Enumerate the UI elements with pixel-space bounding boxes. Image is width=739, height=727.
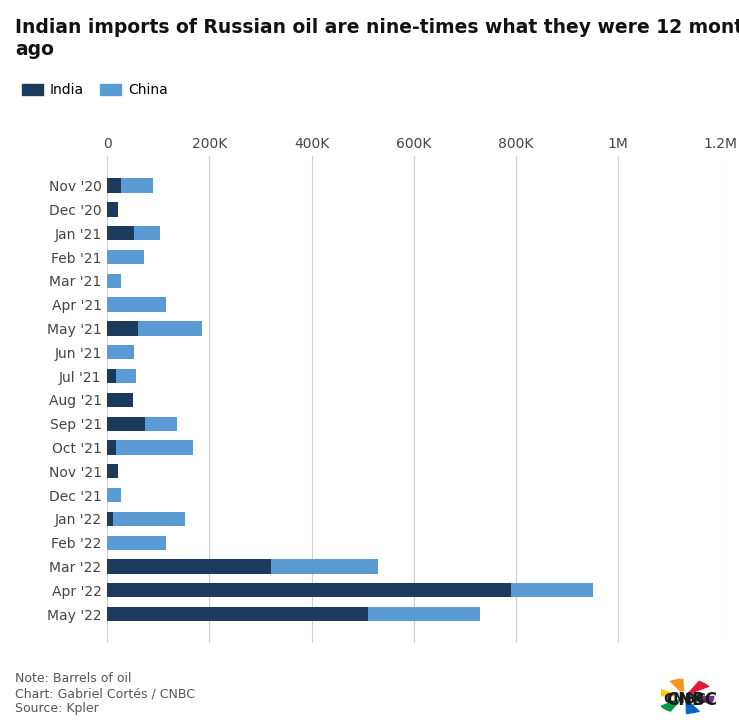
- Bar: [107, 607, 368, 622]
- Wedge shape: [669, 678, 684, 692]
- Text: Source: Kpler: Source: Kpler: [15, 702, 98, 715]
- Bar: [107, 536, 166, 550]
- Bar: [107, 297, 166, 312]
- Bar: [116, 369, 136, 383]
- Text: Indian imports of Russian oil are nine-times what they were 12 months: Indian imports of Russian oil are nine-t…: [15, 18, 739, 37]
- Bar: [107, 178, 121, 193]
- Bar: [134, 226, 160, 241]
- Wedge shape: [685, 700, 701, 714]
- Bar: [107, 226, 134, 241]
- Bar: [107, 321, 137, 336]
- Bar: [107, 488, 121, 502]
- Bar: [107, 393, 133, 407]
- Text: CNBC: CNBC: [666, 691, 717, 709]
- Wedge shape: [689, 680, 710, 694]
- Bar: [107, 250, 144, 264]
- Wedge shape: [692, 696, 715, 704]
- Bar: [107, 369, 116, 383]
- Bar: [137, 321, 202, 336]
- Bar: [368, 607, 480, 622]
- Text: ago: ago: [15, 40, 54, 59]
- Bar: [113, 512, 185, 526]
- Text: CNBC: CNBC: [663, 692, 706, 707]
- Bar: [146, 417, 177, 431]
- Bar: [107, 273, 121, 288]
- Bar: [107, 559, 270, 574]
- Bar: [107, 441, 116, 454]
- Legend: India, China: India, China: [21, 84, 168, 97]
- Bar: [107, 464, 118, 478]
- Bar: [107, 583, 511, 598]
- Bar: [107, 345, 134, 359]
- Bar: [107, 417, 146, 431]
- Bar: [270, 559, 378, 574]
- Wedge shape: [659, 699, 681, 712]
- Bar: [107, 202, 118, 217]
- Text: Chart: Gabriel Cortés / CNBC: Chart: Gabriel Cortés / CNBC: [15, 687, 195, 700]
- Text: Note: Barrels of oil: Note: Barrels of oil: [15, 672, 132, 686]
- Bar: [121, 178, 153, 193]
- Bar: [107, 512, 113, 526]
- Bar: [116, 441, 193, 454]
- Wedge shape: [655, 688, 678, 697]
- Bar: [511, 583, 593, 598]
